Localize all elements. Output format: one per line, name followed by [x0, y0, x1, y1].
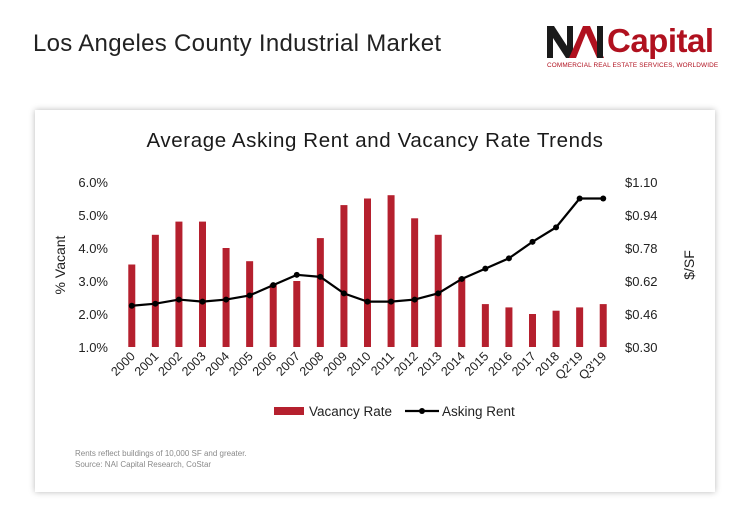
asking-rent-point [175, 296, 182, 303]
asking-rent-point [411, 296, 418, 303]
footnote-source: Source: NAI Capital Research, CoStar [75, 460, 212, 469]
y-right-tick-label: $0.30 [625, 340, 658, 355]
x-tick-label: 2010 [344, 349, 374, 379]
asking-rent-point [505, 255, 512, 262]
y-left-tick-label: 3.0% [78, 274, 108, 289]
y-left-tick-label: 5.0% [78, 208, 108, 223]
vacancy-bar [576, 307, 584, 347]
asking-rent-point [553, 224, 560, 231]
x-tick-label: 2000 [108, 349, 138, 379]
x-tick-label: 2001 [132, 349, 162, 379]
vacancy-bar [293, 281, 301, 347]
asking-rent-point [246, 292, 253, 299]
vacancy-bar [411, 218, 419, 347]
logo-word: Capital [607, 22, 714, 59]
asking-rent-point [435, 290, 442, 297]
x-tick-label: 2004 [203, 349, 233, 379]
x-tick-label: 2012 [391, 349, 421, 379]
vacancy-bar [505, 307, 513, 347]
vacancy-bar [246, 261, 254, 347]
x-tick-label: 2015 [462, 349, 492, 379]
asking-rent-point [364, 298, 371, 305]
x-tick-label: 2008 [297, 349, 327, 379]
vacancy-bar [151, 234, 159, 347]
asking-rent-point [458, 275, 465, 282]
chart-card: Average Asking Rent and Vacancy Rate Tre… [35, 110, 715, 492]
x-tick-label: 2014 [438, 349, 468, 379]
y-right-axis-label: $/SF [681, 250, 697, 280]
asking-rent-point [482, 265, 489, 272]
asking-rent-point [317, 273, 324, 280]
y-right-tick-label: $0.78 [625, 241, 658, 256]
legend-rent-label: Asking Rent [442, 404, 515, 419]
x-tick-label: 2013 [415, 349, 445, 379]
vacancy-bar [364, 198, 371, 347]
x-tick-label: Q3'19 [576, 349, 609, 382]
y-right-tick-label: $0.62 [625, 274, 658, 289]
vacancy-bar [269, 284, 277, 347]
chart: Average Asking Rent and Vacancy Rate Tre… [52, 129, 697, 419]
asking-rent-point [223, 296, 230, 303]
x-tick-label: 2007 [273, 349, 303, 379]
asking-rent-point [600, 195, 607, 202]
x-tick-label: 2005 [226, 349, 256, 379]
asking-rent-point [388, 298, 395, 305]
asking-rent-point [199, 298, 206, 305]
x-tick-label: 2016 [485, 349, 515, 379]
vacancy-bar [552, 310, 560, 347]
y-left-tick-label: 6.0% [78, 175, 108, 190]
footnote-rents: Rents reflect buildings of 10,000 SF and… [75, 449, 247, 458]
vacancy-bar [529, 314, 536, 347]
vacancy-bar [599, 304, 607, 347]
vacancy-bar [199, 221, 206, 347]
vacancy-bar [481, 304, 489, 347]
nai-capital-logo: Capital COMMERCIAL REAL ESTATE SERVICES,… [545, 22, 720, 72]
vacancy-bar [340, 205, 348, 347]
x-tick-label: 2011 [368, 349, 397, 378]
x-tick-label: 2002 [155, 349, 185, 379]
y-left-tick-label: 2.0% [78, 307, 108, 322]
x-tick-label: 2017 [509, 349, 539, 379]
legend-vacancy-label: Vacancy Rate [309, 404, 392, 419]
x-tick-label: 2006 [250, 349, 280, 379]
nai-logo-mark-icon [547, 26, 604, 58]
asking-rent-point [529, 238, 536, 245]
y-right-tick-label: $1.10 [625, 175, 658, 190]
asking-rent-point [128, 302, 135, 309]
legend-rent-marker [419, 408, 425, 414]
y-left-axis-label: % Vacant [52, 235, 68, 294]
y-right-tick-label: $0.94 [625, 208, 658, 223]
vacancy-bar [316, 238, 324, 347]
vacancy-bar [175, 221, 183, 347]
y-left-tick-label: 4.0% [78, 241, 108, 256]
asking-rent-point [340, 290, 347, 297]
legend-vacancy-swatch [274, 407, 304, 415]
y-right-tick-label: $0.46 [625, 307, 658, 322]
asking-rent-point [152, 300, 159, 307]
logo-tagline: COMMERCIAL REAL ESTATE SERVICES, WORLDWI… [547, 62, 719, 69]
chart-title: Average Asking Rent and Vacancy Rate Tre… [147, 129, 604, 152]
page-title: Los Angeles County Industrial Market [33, 30, 442, 57]
x-tick-label: 2009 [320, 349, 350, 379]
y-left-tick-label: 1.0% [78, 340, 108, 355]
asking-rent-point [270, 282, 277, 289]
x-tick-label: 2003 [179, 349, 209, 379]
vacancy-bar [387, 195, 395, 347]
asking-rent-point [293, 271, 300, 278]
vacancy-bar [458, 277, 466, 347]
asking-rent-point [576, 195, 583, 202]
